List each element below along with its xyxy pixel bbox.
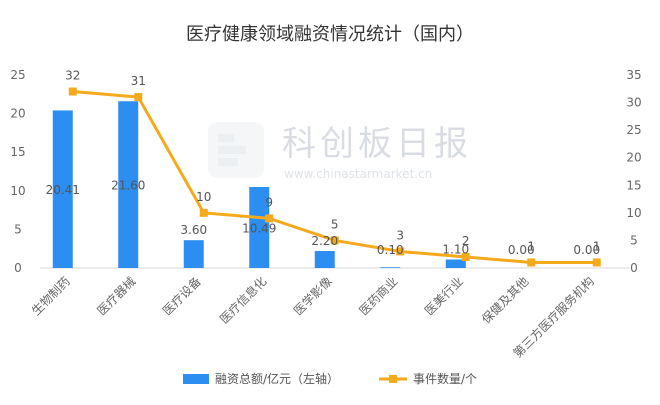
watermark: 科创板日报 www.chinastarmarket.cn <box>208 122 472 181</box>
line-value-label: 5 <box>331 217 339 231</box>
line-point <box>134 93 143 102</box>
watermark-url: www.chinastarmarket.cn <box>284 167 432 181</box>
legend: 融资总额/亿元（左轴） 事件数量/个 <box>183 371 477 386</box>
watermark-text: 科创板日报 <box>282 124 472 164</box>
line-value-label: 10 <box>196 190 211 204</box>
bar <box>445 259 466 268</box>
watermark-logo-icon <box>208 122 264 178</box>
bar-value-label: 20.41 <box>46 183 80 197</box>
left-axis-tick-label: 10 <box>10 184 25 198</box>
bar <box>52 110 73 268</box>
bar <box>314 251 335 268</box>
right-axis-tick-label: 15 <box>626 178 641 192</box>
line-value-label: 3 <box>396 228 404 242</box>
line-series <box>68 87 601 267</box>
line-value-label: 1 <box>593 239 601 253</box>
category-labels: 生物制药 医疗器械 医疗设备 医疗信息化 医学影像 医药商业 医美行业 保健及其他第三方医疗服… <box>29 274 597 361</box>
legend-swatch-bar <box>183 374 209 384</box>
chart-title: 医疗健康领域融资情况统计（国内） <box>186 24 474 45</box>
line-value-label: 31 <box>131 74 146 88</box>
right-axis-tick-label: 30 <box>626 96 641 110</box>
bar-value-label: 2.20 <box>311 234 338 248</box>
category-label: 医疗信息化 <box>216 274 269 327</box>
right-axis-tick-label: 25 <box>626 123 641 137</box>
bar <box>118 101 139 268</box>
category-label: 生物制药 <box>29 274 73 318</box>
line-point <box>330 236 339 245</box>
category-label: 保健及其他 <box>479 274 531 326</box>
right-axis-tick-label: 5 <box>630 233 638 247</box>
bar-value-label: 1.10 <box>442 243 469 257</box>
bar <box>183 240 204 268</box>
left-axis: 0 5 10 15 20 25 <box>10 68 25 275</box>
bar-value-label: 3.60 <box>180 223 207 237</box>
bar-value-label: 10.49 <box>242 222 276 236</box>
legend-label-line: 事件数量/个 <box>413 371 477 386</box>
category-label: 医疗设备 <box>160 274 204 318</box>
category-label: 医学影像 <box>290 274 335 319</box>
category-label: 医疗器械 <box>94 274 139 319</box>
bar-value-label: 0.00 <box>508 243 535 257</box>
bar <box>249 187 270 268</box>
line-point <box>396 247 405 256</box>
line-value-label: 9 <box>265 195 273 209</box>
right-axis-tick-label: 20 <box>626 151 641 165</box>
right-axis-tick-label: 35 <box>626 68 641 82</box>
line-point <box>199 208 208 217</box>
right-axis-tick-label: 10 <box>626 206 641 220</box>
line-value-label: 2 <box>462 234 470 248</box>
line-value-label: 1 <box>527 239 535 253</box>
line-value-label: 32 <box>65 69 80 83</box>
legend-swatch-line-marker <box>389 375 397 383</box>
bar-value-label: 0.10 <box>377 243 404 257</box>
bar-series <box>52 101 466 268</box>
left-axis-tick-label: 0 <box>14 261 22 275</box>
bar-labels: 20.41 21.60 3.60 10.49 2.20 0.10 1.10 0.00 0.00 <box>46 179 601 257</box>
line-point <box>68 87 77 96</box>
left-axis-tick-label: 25 <box>10 68 25 82</box>
line-point <box>461 252 470 261</box>
bar <box>380 267 401 268</box>
line-point <box>592 258 601 267</box>
category-label: 医药商业 <box>356 274 401 319</box>
legend-label-bar: 融资总额/亿元（左轴） <box>215 371 339 386</box>
left-axis-tick-label: 5 <box>14 222 22 236</box>
right-axis: 0 5 10 15 20 25 30 35 <box>626 68 641 275</box>
category-label: 医美行业 <box>422 274 466 318</box>
line-point <box>265 214 274 223</box>
left-axis-tick-label: 20 <box>10 107 25 121</box>
right-axis-tick-label: 0 <box>630 261 638 275</box>
bar-value-label: 0.00 <box>573 243 600 257</box>
line-point <box>527 258 536 267</box>
bar-value-label: 21.60 <box>111 179 145 193</box>
left-axis-tick-label: 15 <box>10 145 25 159</box>
